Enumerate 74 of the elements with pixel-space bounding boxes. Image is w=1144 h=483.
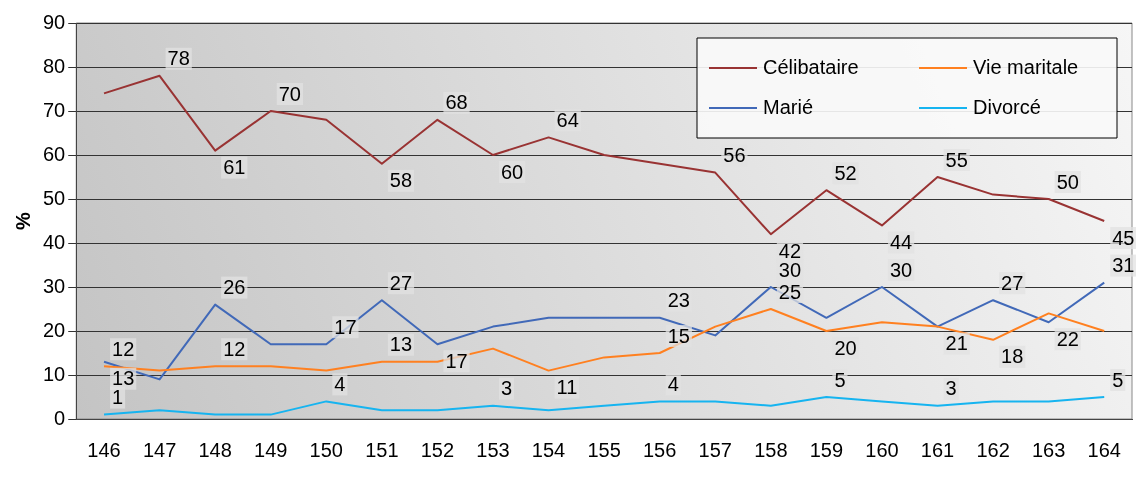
x-tick-label: 154 bbox=[531, 438, 566, 461]
data-label: 5 bbox=[1112, 368, 1124, 391]
data-label: 13 bbox=[112, 367, 135, 390]
x-tick-label: 146 bbox=[87, 438, 121, 461]
y-tick-label: 30 bbox=[43, 274, 66, 297]
data-label: 15 bbox=[667, 324, 690, 347]
data-label: 44 bbox=[889, 230, 913, 253]
x-tick-label: 159 bbox=[809, 438, 844, 461]
data-label: 12 bbox=[223, 337, 246, 360]
data-label: 13 bbox=[389, 333, 413, 356]
y-tick-label: 0 bbox=[54, 406, 66, 429]
data-label: 60 bbox=[500, 160, 524, 183]
y-tick-label: 10 bbox=[43, 362, 66, 385]
data-label: 70 bbox=[278, 82, 301, 105]
data-label: 50 bbox=[1056, 170, 1079, 193]
x-tick-label: 150 bbox=[309, 438, 343, 461]
x-tick-label: 161 bbox=[920, 438, 955, 461]
x-tick-label: 162 bbox=[976, 438, 1010, 461]
x-tick-label: 156 bbox=[643, 438, 677, 461]
data-label: 58 bbox=[389, 169, 413, 192]
data-label: 42 bbox=[778, 239, 802, 262]
x-tick-label: 148 bbox=[198, 438, 232, 461]
x-tick-label: 160 bbox=[865, 438, 899, 461]
x-tick-label: 164 bbox=[1087, 438, 1121, 461]
data-label: 3 bbox=[945, 377, 957, 400]
x-tick-label: 153 bbox=[476, 438, 510, 461]
x-tick-label: 158 bbox=[754, 438, 788, 461]
data-label: 26 bbox=[223, 276, 246, 299]
data-label: 61 bbox=[223, 156, 246, 179]
data-label: 30 bbox=[889, 258, 913, 281]
data-label: 31 bbox=[1112, 254, 1135, 277]
data-label: 23 bbox=[667, 289, 690, 312]
data-label: 25 bbox=[778, 280, 802, 303]
legend-label: Divorcé bbox=[973, 95, 1041, 118]
y-axis-title: % bbox=[11, 211, 34, 230]
legend-label: Marié bbox=[763, 95, 814, 118]
data-label: 45 bbox=[1112, 226, 1135, 249]
data-label: 1 bbox=[112, 386, 124, 409]
data-label: 12 bbox=[112, 337, 135, 360]
x-tick-label: 157 bbox=[698, 438, 732, 461]
data-label: 4 bbox=[334, 372, 346, 395]
x-tick-label: 151 bbox=[365, 438, 399, 461]
data-label: 52 bbox=[834, 161, 857, 184]
legend-label: Vie maritale bbox=[973, 55, 1079, 78]
x-tick-label: 147 bbox=[142, 438, 177, 461]
x-tick-label: 163 bbox=[1031, 438, 1066, 461]
y-tick-label: 20 bbox=[43, 318, 66, 341]
data-label: 17 bbox=[445, 349, 468, 372]
data-label: 4 bbox=[667, 372, 679, 395]
data-label: 11 bbox=[556, 376, 578, 399]
data-label: 5 bbox=[834, 368, 846, 391]
data-label: 22 bbox=[1056, 327, 1079, 350]
y-tick-label: 70 bbox=[43, 98, 66, 121]
y-tick-label: 90 bbox=[43, 10, 66, 33]
y-tick-label: 60 bbox=[43, 142, 66, 165]
data-label: 27 bbox=[389, 271, 413, 294]
data-label: 18 bbox=[1001, 345, 1024, 368]
y-tick-label: 80 bbox=[43, 54, 66, 77]
data-label: 20 bbox=[834, 336, 857, 359]
x-tick-label: 155 bbox=[587, 438, 621, 461]
y-tick-label: 40 bbox=[43, 230, 66, 253]
data-label: 55 bbox=[945, 148, 968, 171]
x-tick-label: 152 bbox=[420, 438, 455, 461]
data-label: 17 bbox=[334, 315, 357, 338]
data-label: 64 bbox=[556, 108, 579, 131]
data-label: 56 bbox=[723, 144, 746, 167]
legend-label: Célibataire bbox=[763, 55, 859, 78]
data-label: 78 bbox=[167, 47, 190, 70]
data-label: 68 bbox=[445, 91, 468, 114]
x-tick-label: 149 bbox=[254, 438, 288, 461]
y-tick-label: 50 bbox=[43, 186, 66, 209]
data-label: 21 bbox=[945, 332, 968, 355]
data-label: 27 bbox=[1001, 271, 1024, 294]
data-label: 3 bbox=[500, 377, 513, 400]
